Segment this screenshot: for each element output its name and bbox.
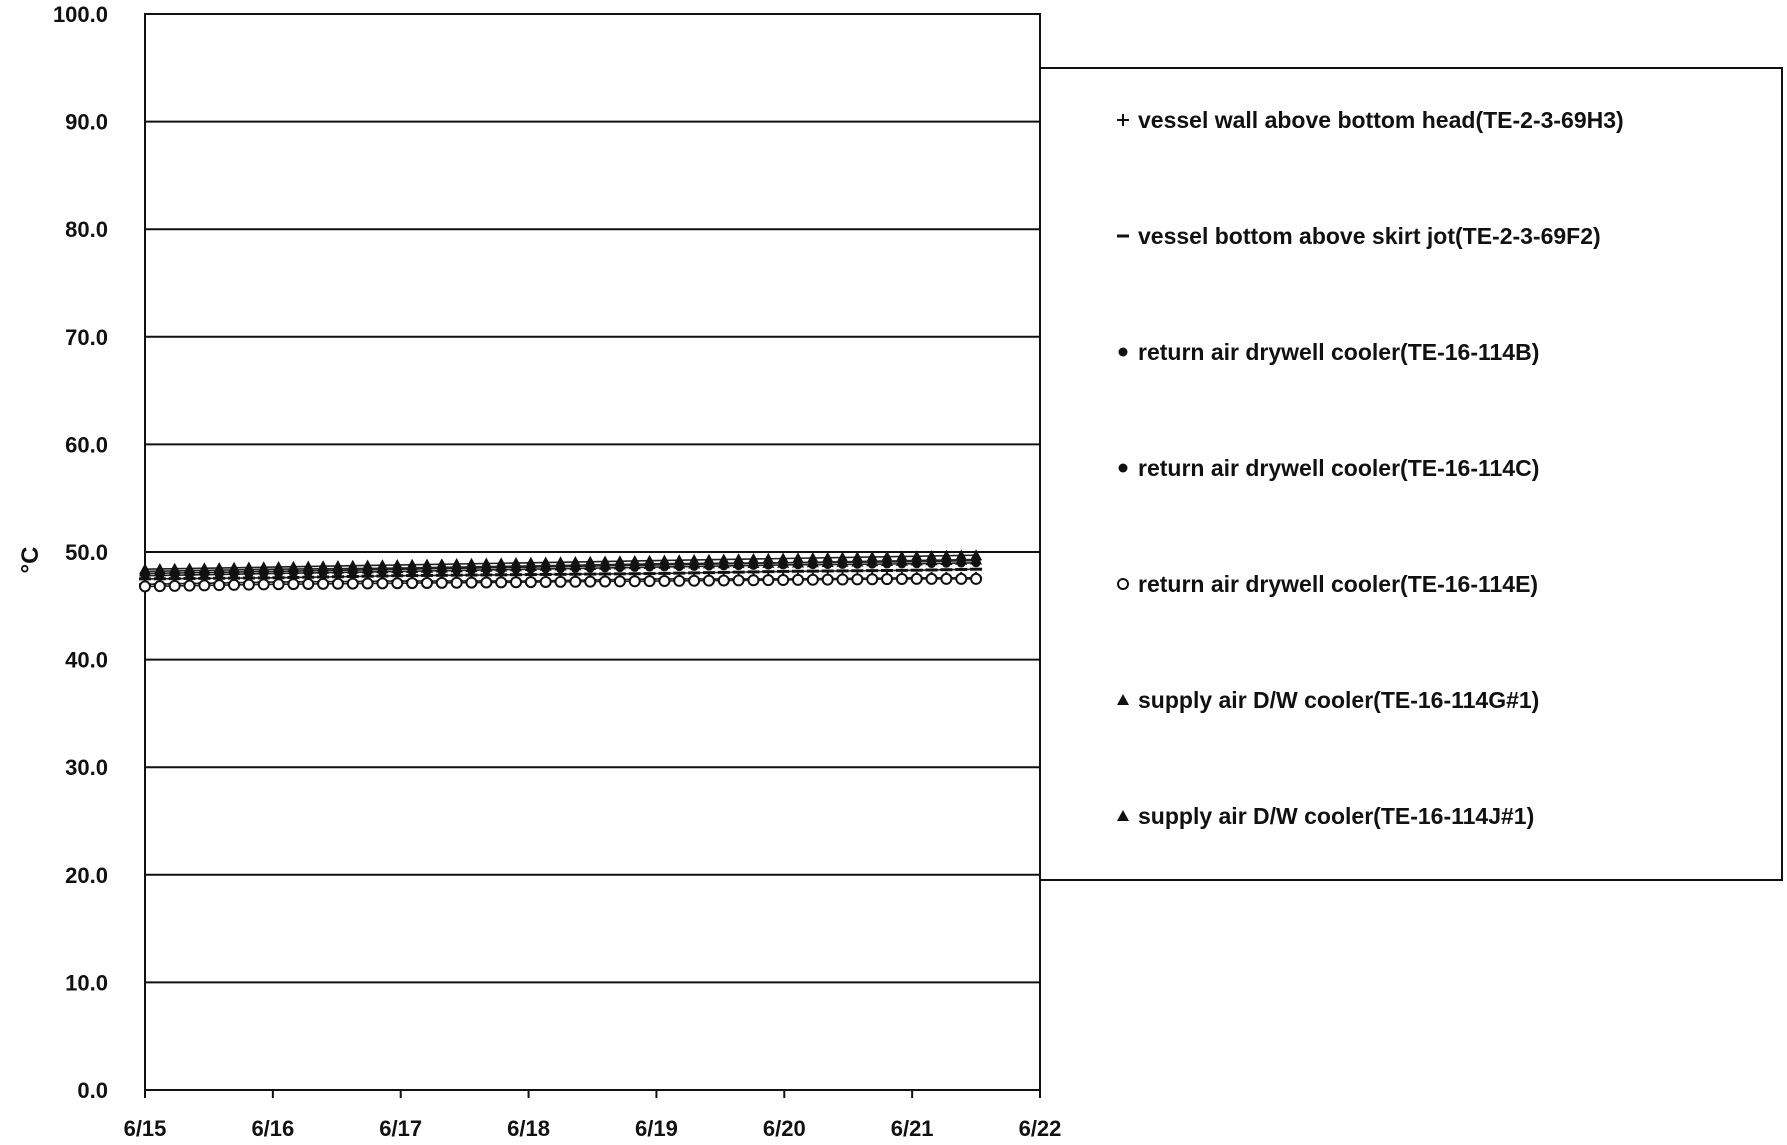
series-marker [392,578,402,588]
series-marker [199,580,209,590]
series-marker [288,579,298,589]
y-tick-label: 70.0 [65,325,108,350]
series-marker [481,577,491,587]
series-marker [437,578,447,588]
y-tick-labels: 0.0 10.0 20.0 30.0 40.0 50.0 60.0 70.0 80.0 90.0 1… [53,2,108,1103]
series-marker [927,574,937,584]
series-marker [778,575,788,585]
series-marker [303,579,313,589]
series-group [139,549,982,591]
series-marker [748,575,758,585]
x-tick-label: 6/16 [251,1116,294,1141]
series-marker [452,578,462,588]
series-marker [259,579,269,589]
series-marker [155,581,165,591]
series-marker [882,574,892,584]
series-marker [511,577,521,587]
series-marker [363,578,373,588]
series-marker [348,579,358,589]
series-marker [615,576,625,586]
x-tick-label: 6/18 [507,1116,550,1141]
series-marker [377,578,387,588]
series-marker [526,577,536,587]
legend-marker [1119,464,1128,473]
legend-item: supply air D/W cooler(TE-16-114J#1) [1117,803,1534,829]
x-tick-labels: 6/15 6/16 6/17 6/18 6/19 6/20 6/21 6/22 [124,1116,1062,1141]
series-marker [600,576,610,586]
series-marker [318,579,328,589]
y-tick-label: 80.0 [65,217,108,242]
legend-label: return air drywell cooler(TE-16-114C) [1138,455,1539,481]
series-marker [466,578,476,588]
series-marker [852,574,862,584]
series-marker [659,576,669,586]
series-marker [570,577,580,587]
y-tick-label: 0.0 [77,1078,108,1103]
y-tick-label: 10.0 [65,970,108,995]
legend-label: supply air D/W cooler(TE-16-114G#1) [1138,687,1539,713]
series-marker [704,576,714,586]
series-marker [229,580,239,590]
series-marker [630,576,640,586]
series-marker [274,579,284,589]
legend-label: return air drywell cooler(TE-16-114B) [1138,339,1539,365]
series-marker [734,575,744,585]
series-marker [185,581,195,591]
series-marker [541,577,551,587]
y-tick-label: 30.0 [65,755,108,780]
legend-item: vessel bottom above skirt jot(TE-2-3-69F… [1117,223,1601,249]
series-marker [214,580,224,590]
legend-item: return air drywell cooler(TE-16-114C) [1119,455,1540,481]
legend-item: return air drywell cooler(TE-16-114E) [1118,571,1538,597]
legend-label: return air drywell cooler(TE-16-114E) [1138,571,1538,597]
legend-marker [1118,579,1128,589]
series-marker [867,574,877,584]
legend-marker [1119,348,1128,357]
series-marker [556,577,566,587]
x-tick-label: 6/19 [635,1116,678,1141]
y-tick-label: 20.0 [65,863,108,888]
series-marker [496,577,506,587]
x-tick-label: 6/22 [1019,1116,1062,1141]
y-tick-label: 60.0 [65,432,108,457]
x-tick-label: 6/21 [891,1116,934,1141]
series-marker [674,576,684,586]
y-tick-label: 90.0 [65,110,108,135]
series-marker [956,574,966,584]
legend: vessel wall above bottom head(TE-2-3-69H… [1040,68,1782,880]
series-marker [645,576,655,586]
series-marker [912,574,922,584]
series-marker [333,579,343,589]
series-marker [422,578,432,588]
series-marker [585,577,595,587]
series-marker [793,575,803,585]
series-marker [838,574,848,584]
series-marker [763,575,773,585]
y-axis-label: °C [17,547,44,574]
series-marker [244,580,254,590]
legend-item: return air drywell cooler(TE-16-114B) [1119,339,1540,365]
series-marker [808,575,818,585]
series-marker [897,574,907,584]
legend-label: vessel wall above bottom head(TE-2-3-69H… [1138,107,1624,133]
series-marker [140,581,150,591]
series-marker [719,575,729,585]
series-marker [941,574,951,584]
series-marker [407,578,417,588]
y-tick-label: 100.0 [53,2,108,27]
legend-label: vessel bottom above skirt jot(TE-2-3-69F… [1138,223,1601,249]
series-marker [971,574,981,584]
legend-item: vessel wall above bottom head(TE-2-3-69H… [1117,107,1624,133]
y-tick-label: 40.0 [65,648,108,673]
legend-item: supply air D/W cooler(TE-16-114G#1) [1117,687,1539,713]
x-tick-label: 6/17 [379,1116,422,1141]
y-tick-label: 50.0 [65,540,108,565]
series-marker [689,576,699,586]
series-marker [170,581,180,591]
x-tick-label: 6/15 [124,1116,167,1141]
x-tick-label: 6/20 [763,1116,806,1141]
legend-label: supply air D/W cooler(TE-16-114J#1) [1138,803,1534,829]
series-marker [823,575,833,585]
